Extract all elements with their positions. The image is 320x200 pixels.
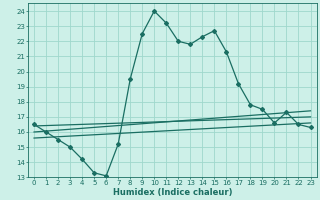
X-axis label: Humidex (Indice chaleur): Humidex (Indice chaleur) <box>113 188 232 197</box>
